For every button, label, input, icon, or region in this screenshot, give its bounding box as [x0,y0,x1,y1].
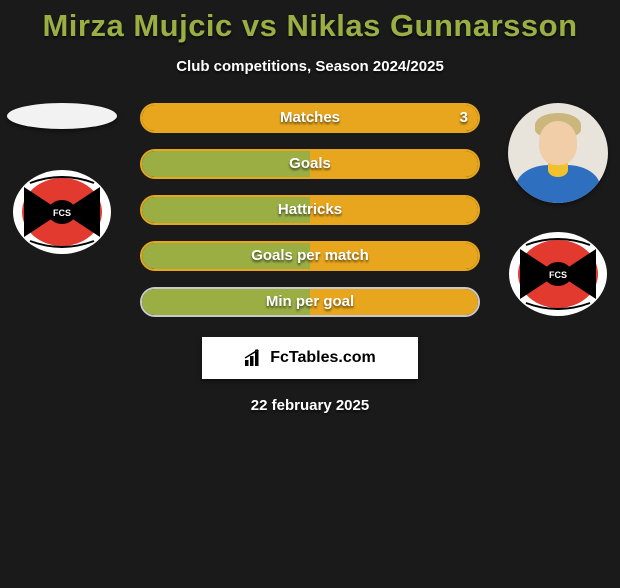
svg-text:FCS: FCS [549,270,567,280]
right-player-column: FCS [498,103,618,317]
stat-label: Min per goal [142,289,478,315]
comparison-title: Mirza Mujcic vs Niklas Gunnarsson [0,8,620,44]
club-badge-right: FCS [508,231,608,317]
stat-label: Goals per match [142,243,478,269]
stat-row: Hattricks [140,195,480,225]
stat-row: Goals per match [140,241,480,271]
left-player-column: FCS [2,103,122,255]
stat-value-right: 3 [460,105,468,131]
player-photo-left-placeholder [7,103,117,129]
stat-label: Hattricks [142,197,478,223]
stats-bars: Matches3 Goals Hattricks Goals per match Min… [140,103,480,317]
stat-row: Goals [140,149,480,179]
player-photo-right [508,103,608,203]
svg-text:FCS: FCS [53,208,71,218]
stat-label: Matches [142,105,478,131]
stat-label: Goals [142,151,478,177]
stat-row: Min per goal [140,287,480,317]
stat-row: Matches3 [140,103,480,133]
bar-chart-icon [244,349,264,367]
brand-box: FcTables.com [202,337,418,379]
snapshot-date: 22 february 2025 [0,397,620,414]
club-badge-left: FCS [12,169,112,255]
season-subtitle: Club competitions, Season 2024/2025 [0,58,620,75]
comparison-content: FCS FCS Matches3GoalsHattric [0,103,620,414]
brand-text: FcTables.com [270,349,376,367]
